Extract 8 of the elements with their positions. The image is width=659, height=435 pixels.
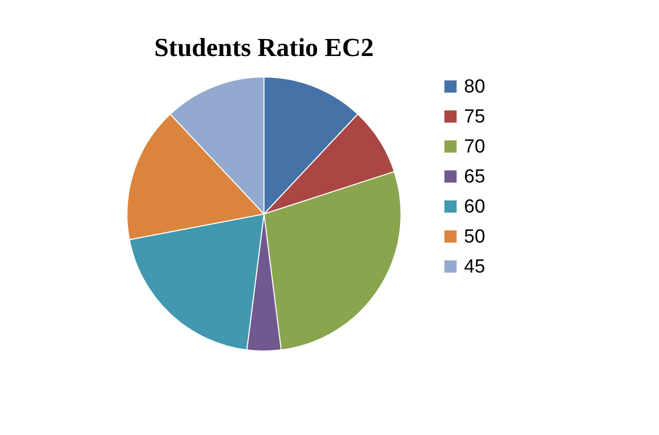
legend-label: 80 bbox=[464, 76, 486, 98]
legend-label: 70 bbox=[464, 136, 486, 158]
legend-label: 75 bbox=[464, 106, 486, 128]
legend-label: 60 bbox=[464, 196, 486, 218]
legend-label: 50 bbox=[464, 226, 486, 248]
chart-title: Students Ratio EC2 bbox=[154, 33, 374, 62]
legend-label: 65 bbox=[464, 166, 486, 188]
legend-label: 45 bbox=[464, 256, 486, 278]
